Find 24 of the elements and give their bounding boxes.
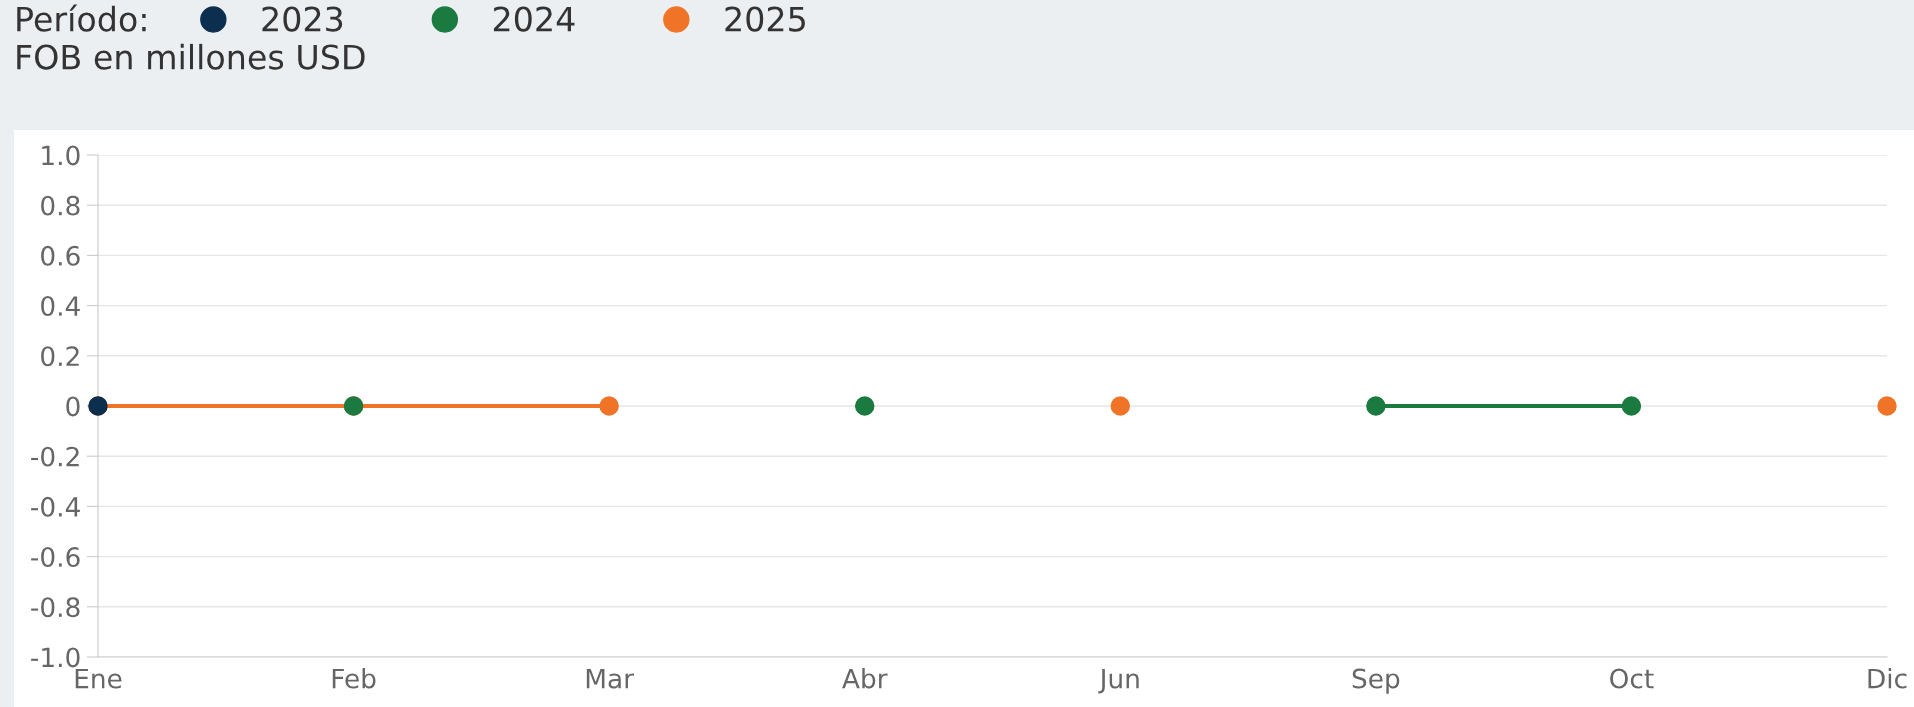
x-tick-label: Abr xyxy=(842,668,888,689)
x-tick-label: Ene xyxy=(75,668,122,689)
y-tick-label: -0.6 xyxy=(31,547,80,567)
y-tick-label: -0.2 xyxy=(31,446,79,467)
y-tick-label: 0.8 xyxy=(41,195,80,216)
y-tick-label: 0.6 xyxy=(41,245,80,266)
legend-label: 2023 xyxy=(262,6,343,32)
y-tick-label: -0.4 xyxy=(31,496,80,517)
x-tick-label: Sep xyxy=(1352,668,1400,694)
y-axis-title: FOB en millones USD xyxy=(17,43,365,70)
legend-title: Período: xyxy=(17,4,146,32)
x-tick-label: Mar xyxy=(586,668,635,689)
x-tick-label: Oct xyxy=(1610,668,1654,689)
y-tick-label: 0 xyxy=(66,396,80,417)
y-tick-label: 1.0 xyxy=(42,145,80,166)
x-tick-label: Jun xyxy=(1098,668,1139,694)
x-tick-label: Feb xyxy=(332,668,376,689)
y-tick-label: 0.4 xyxy=(41,296,80,316)
y-tick-label: -1.0 xyxy=(31,647,80,668)
legend-label: 2025 xyxy=(725,6,805,32)
y-tick-label: -0.8 xyxy=(31,597,80,618)
x-tick-label: Dic xyxy=(1868,668,1907,689)
legend-label: 2024 xyxy=(493,6,575,32)
y-tick-label: 0.2 xyxy=(41,346,79,367)
